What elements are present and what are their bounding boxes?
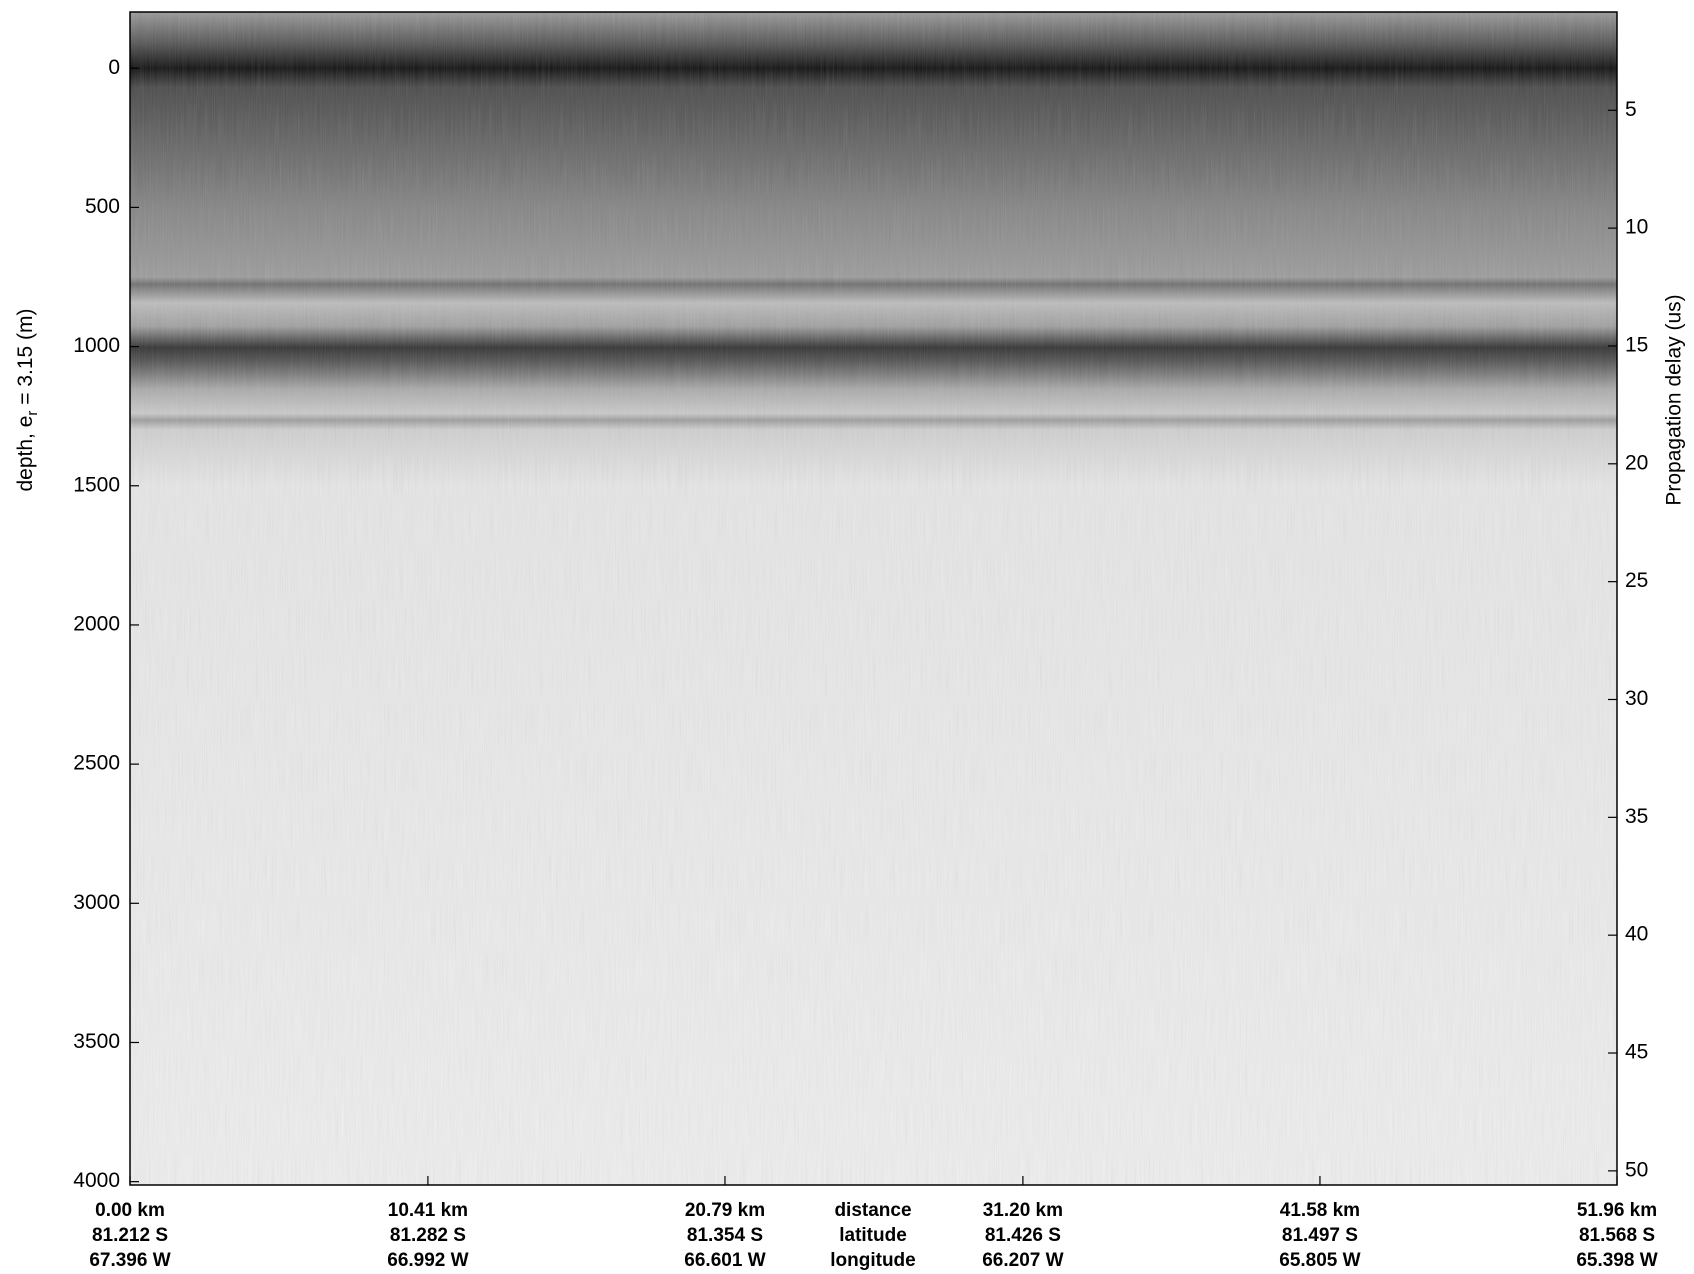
longitude-label: 66.207 W <box>982 1250 1063 1271</box>
y-label-text: depth, e <box>14 416 37 492</box>
y2-tick-label: 30 <box>1625 687 1648 710</box>
y2-tick-label: 25 <box>1625 569 1648 592</box>
y-tick-label: 500 <box>85 195 120 218</box>
latitude-label: 81.354 S <box>687 1225 763 1246</box>
y2-tick-label: 10 <box>1625 216 1648 239</box>
latitude-label: 81.426 S <box>985 1225 1061 1246</box>
x-tick-label: 51.96 km <box>1577 1200 1657 1221</box>
row-name: latitude <box>839 1225 907 1246</box>
y-tick-label: 3500 <box>73 1030 120 1053</box>
x-tick-label: 0.00 km <box>95 1200 165 1221</box>
longitude-label: 66.992 W <box>387 1250 468 1271</box>
x-tick-label: 20.79 km <box>685 1200 765 1221</box>
latitude-label: 81.568 S <box>1579 1225 1655 1246</box>
y2-tick-label: 50 <box>1625 1158 1648 1181</box>
y2-tick-label: 20 <box>1625 451 1648 474</box>
y-tick-label: 0 <box>108 56 120 79</box>
y2-tick-label: 5 <box>1625 98 1637 121</box>
y2-tick-label: 45 <box>1625 1041 1648 1064</box>
longitude-label: 66.601 W <box>684 1250 765 1271</box>
y2-tick-label: 35 <box>1625 805 1648 828</box>
echogram-texture <box>130 12 1617 1185</box>
y2-tick-label: 15 <box>1625 334 1648 357</box>
x-tick-label: 31.20 km <box>983 1200 1063 1221</box>
row-name: longitude <box>830 1250 915 1271</box>
longitude-label: 67.396 W <box>89 1250 170 1271</box>
y-tick-label: 3000 <box>73 891 120 914</box>
longitude-label: 65.805 W <box>1279 1250 1360 1271</box>
plot-frame <box>129 11 1618 1186</box>
x-tick-label: 41.58 km <box>1280 1200 1360 1221</box>
y-tick-label: 2000 <box>73 612 120 635</box>
plot-area <box>129 11 1618 1186</box>
x-tick-label: 10.41 km <box>388 1200 468 1221</box>
y2-tick-label: 40 <box>1625 923 1648 946</box>
y-label-subscript: r <box>24 411 41 416</box>
y-tick-label: 1000 <box>73 334 120 357</box>
y2-axis-label: Propagation delay (us) <box>1663 294 1686 505</box>
y-tick-label: 1500 <box>73 473 120 496</box>
y-tick-label: 2500 <box>73 752 120 775</box>
y-label-rest: = 3.15 (m) <box>14 308 37 410</box>
y-axis-label: depth, er = 3.15 (m) <box>14 308 41 491</box>
y-tick-label: 4000 <box>73 1169 120 1192</box>
latitude-label: 81.497 S <box>1282 1225 1358 1246</box>
latitude-label: 81.282 S <box>390 1225 466 1246</box>
latitude-label: 81.212 S <box>92 1225 168 1246</box>
longitude-label: 65.398 W <box>1576 1250 1657 1271</box>
row-name: distance <box>834 1200 911 1221</box>
